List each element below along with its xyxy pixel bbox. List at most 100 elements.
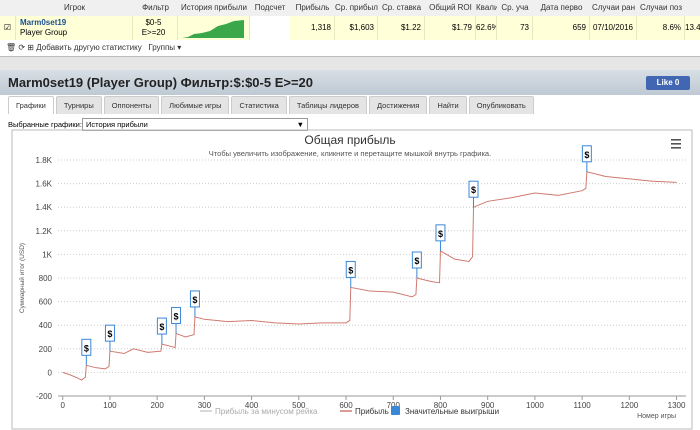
win-marker[interactable]: $	[435, 224, 446, 251]
menu-bar	[671, 139, 681, 141]
tabs: Графики Турниры Оппоненты Любимые игры Стати…	[8, 96, 534, 114]
win-marker[interactable]: $	[171, 306, 182, 334]
stat-cell: 73	[497, 16, 533, 40]
tab[interactable]: Статистика	[231, 96, 287, 114]
x-tick-label: 900	[481, 401, 495, 410]
x-tick-label: 100	[103, 401, 117, 410]
marker-box	[581, 145, 592, 163]
marker-label: $	[414, 256, 419, 266]
panel-title: Marm0set19 (Player Group) Фильтр:$:$0-5 …	[0, 70, 700, 95]
y-tick-label: 600	[39, 298, 53, 307]
x-tick-label: 400	[245, 401, 259, 410]
legend-label[interactable]: Прибыль	[355, 407, 389, 416]
stat-cell: $1.22	[378, 16, 425, 40]
marker-box	[411, 251, 422, 269]
x-tick-label: 500	[292, 401, 306, 410]
stats-table: ☑ Marm0set19 Player Group $0-5 E>=20 🗑 ⟳…	[0, 0, 700, 57]
legend-label[interactable]: Прибыль за минусом рейка	[215, 407, 318, 416]
chart-frame	[11, 129, 693, 430]
stat-cell: 07/10/2016	[590, 16, 637, 40]
x-tick-label: 300	[198, 401, 212, 410]
sparkline-cell	[178, 16, 250, 40]
win-marker[interactable]: $	[411, 251, 422, 278]
add-stat-button[interactable]: Добавить другую статистику	[36, 43, 142, 52]
legend-swatch	[391, 406, 400, 415]
win-marker[interactable]: $	[189, 290, 200, 317]
x-tick-label: 700	[387, 401, 401, 410]
x-tick-label: 1200	[620, 401, 638, 410]
y-tick-label: 1.4K	[36, 203, 53, 212]
marker-label: $	[107, 329, 112, 339]
chart-subtitle: Чтобы увеличить изображение, кликните и …	[209, 149, 491, 158]
marker-label: $	[348, 265, 353, 275]
menu-bar	[671, 147, 681, 149]
like-button[interactable]: Like 0	[646, 76, 690, 90]
win-marker[interactable]: $	[81, 338, 92, 366]
x-tick-label: 1000	[526, 401, 544, 410]
legend-label[interactable]: Значительные выигрыши	[405, 407, 499, 416]
select-value: История прибыли	[86, 120, 148, 129]
marker-label: $	[192, 295, 197, 305]
stat-cell: 659	[533, 16, 590, 40]
groups-button[interactable]: Группы ▾	[148, 43, 182, 52]
group-text: Player Group	[20, 28, 68, 37]
stat-cell: 62.6%	[476, 16, 497, 40]
sparkline-area	[182, 20, 244, 38]
panel-title-text: Marm0set19 (Player Group) Фильтр:$:$0-5 …	[8, 75, 314, 90]
tab[interactable]: Турниры	[55, 96, 102, 114]
x-tick-label: 600	[339, 401, 353, 410]
sparkline	[182, 20, 244, 38]
tab[interactable]: Найти	[429, 96, 467, 114]
marker-box	[189, 290, 200, 308]
win-marker[interactable]: $	[468, 180, 479, 208]
y-tick-label: 800	[39, 274, 53, 283]
tab[interactable]: Любимые игры	[161, 96, 230, 114]
stat-cell: $1.79	[425, 16, 476, 40]
menu-button[interactable]	[671, 139, 681, 149]
toolbar-icons[interactable]: 🗑 ⟳ ⊞	[6, 43, 35, 52]
header-cell	[685, 0, 700, 16]
player-cell: Marm0set19 Player Group	[16, 16, 133, 40]
y-tick-label: 200	[39, 345, 53, 354]
row-checkbox[interactable]: ☑	[0, 16, 16, 40]
y-tick-label: 1.2K	[36, 227, 53, 236]
tab[interactable]: Достижения	[369, 96, 428, 114]
tab[interactable]: Таблицы лидеров	[288, 96, 368, 114]
stat-cell: 8.6%	[637, 16, 685, 40]
filter-text: $0-5	[145, 18, 162, 27]
menu-bar	[671, 143, 681, 145]
filter-cell: $0-5 E>=20	[133, 16, 178, 40]
y-tick-label: -200	[36, 392, 53, 401]
filter-text: E>=20	[141, 28, 166, 37]
marker-label: $	[84, 343, 89, 353]
stat-cell: 1,318	[290, 16, 335, 40]
marker-box	[104, 324, 115, 342]
x-tick-label: 800	[434, 401, 448, 410]
marker-label: $	[584, 150, 589, 160]
x-tick-label: 1100	[574, 401, 592, 410]
x-axis-label: Номер игры	[637, 413, 676, 420]
y-tick-label: 0	[48, 368, 53, 377]
marker-label: $	[159, 322, 164, 332]
win-marker[interactable]: $	[345, 260, 356, 288]
win-marker[interactable]: $	[104, 324, 115, 352]
win-marker[interactable]: $	[581, 145, 592, 172]
select-label: Выбранные графики:	[8, 120, 82, 129]
y-tick-label: 400	[39, 321, 53, 330]
marker-label: $	[174, 311, 179, 321]
marker-box	[435, 224, 446, 242]
win-marker[interactable]: $	[156, 317, 167, 345]
y-tick-label: 1.8K	[36, 156, 53, 165]
y-tick-label: 1K	[42, 250, 52, 259]
tab[interactable]: Опубликовать	[468, 96, 534, 114]
tab[interactable]: Графики	[8, 96, 54, 114]
chart-title: Общая прибыль	[304, 133, 395, 147]
marker-box	[468, 180, 479, 198]
tab[interactable]: Оппоненты	[103, 96, 160, 114]
marker-box	[345, 260, 356, 278]
player-link[interactable]: Marm0set19	[20, 18, 67, 27]
marker-box	[156, 317, 167, 335]
select-arrow: ▼	[296, 120, 304, 129]
